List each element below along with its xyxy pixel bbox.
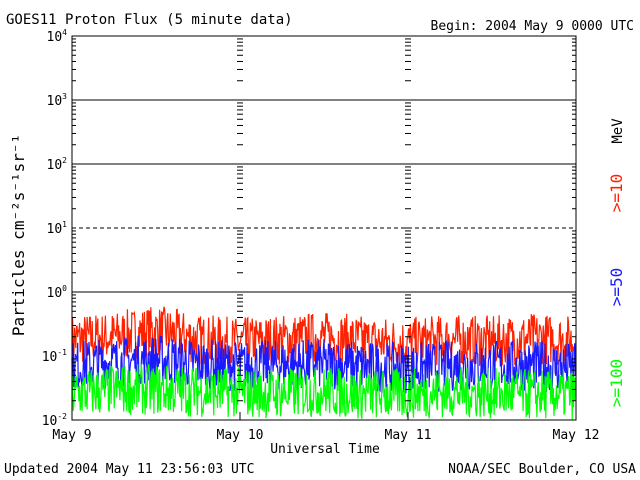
x-tick-label: May 9 (52, 428, 91, 443)
y-tick-label: 10-2 (42, 412, 67, 429)
y-tick-label: 100 (47, 284, 68, 301)
credit-label: NOAA/SEC Boulder, CO USA (448, 462, 636, 477)
y-tick-label: 103 (47, 92, 68, 109)
y-tick-label: 104 (47, 28, 68, 45)
data-traces (71, 306, 577, 420)
legend-item-label: >=10 (607, 174, 626, 213)
x-axis-label: Universal Time (270, 442, 380, 457)
chart-title: GOES11 Proton Flux (5 minute data) (6, 12, 293, 28)
x-tick-label: May 10 (217, 428, 264, 443)
series-line-3 (71, 363, 577, 420)
y-tick-label: 10-1 (42, 348, 67, 365)
updated-timestamp: Updated 2004 May 11 23:56:03 UTC (4, 462, 254, 477)
y-axis-label: Particles cm⁻²s⁻¹sr⁻¹ (9, 134, 28, 336)
series-line-1 (71, 306, 577, 369)
legend: MeV >=10 >=50 >=100 (607, 118, 626, 407)
plot-frame (71, 35, 577, 421)
legend-item-label: >=100 (607, 359, 626, 407)
y-tick-label: 101 (47, 220, 68, 237)
x-tick-label: May 12 (553, 428, 600, 443)
series-line-2 (71, 335, 577, 394)
legend-unit-label: MeV (610, 118, 626, 144)
y-tick-label: 102 (47, 156, 68, 173)
x-tick-label: May 11 (385, 428, 432, 443)
begin-time-label: Begin: 2004 May 9 0000 UTC (431, 19, 635, 34)
plot-area: May 9 May 10 May 11 May 12 10-2 10-1 100 101 102… (42, 28, 600, 443)
legend-item-label: >=50 (607, 268, 626, 307)
